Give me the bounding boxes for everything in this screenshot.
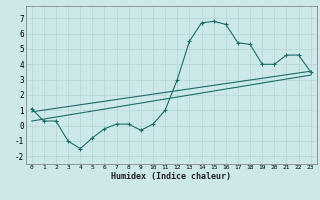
X-axis label: Humidex (Indice chaleur): Humidex (Indice chaleur): [111, 172, 231, 181]
